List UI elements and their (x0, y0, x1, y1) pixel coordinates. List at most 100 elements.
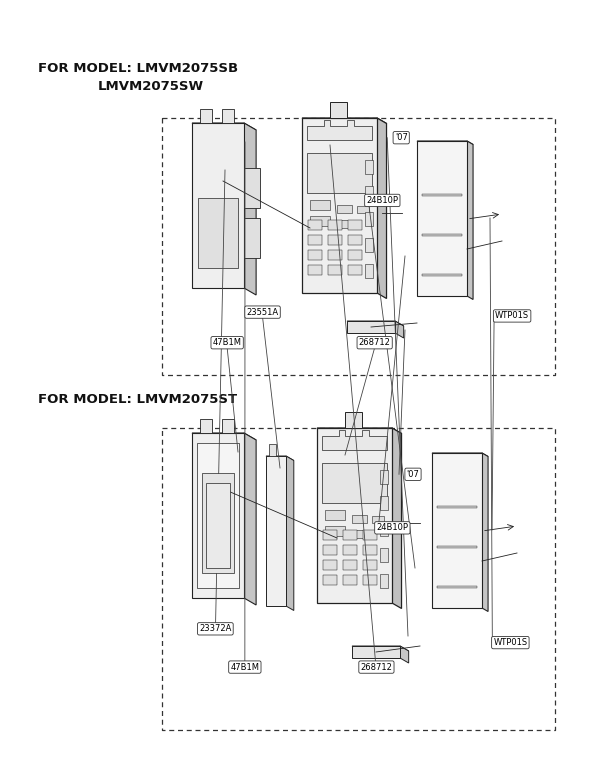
Polygon shape (323, 560, 337, 570)
Polygon shape (310, 216, 330, 226)
Polygon shape (365, 160, 373, 174)
Polygon shape (197, 443, 239, 588)
Text: FOR MODEL: LMVM2075ST: FOR MODEL: LMVM2075ST (38, 393, 237, 406)
Polygon shape (323, 545, 337, 555)
Polygon shape (380, 522, 388, 536)
Polygon shape (400, 646, 409, 663)
Polygon shape (417, 141, 473, 145)
Text: '07: '07 (395, 133, 408, 142)
Text: 47B1M: 47B1M (230, 662, 260, 672)
Polygon shape (352, 530, 367, 538)
Polygon shape (286, 456, 294, 610)
Text: 24B10P: 24B10P (366, 196, 398, 205)
Polygon shape (432, 453, 488, 457)
Polygon shape (348, 265, 362, 275)
Polygon shape (348, 220, 362, 230)
Polygon shape (363, 560, 377, 570)
Polygon shape (269, 444, 276, 456)
Polygon shape (308, 250, 322, 260)
Polygon shape (380, 470, 388, 484)
Polygon shape (244, 168, 260, 208)
Polygon shape (310, 200, 330, 210)
Polygon shape (345, 412, 362, 428)
Polygon shape (395, 321, 404, 338)
Text: FOR MODEL: LMVM2075SB: FOR MODEL: LMVM2075SB (38, 62, 238, 75)
Polygon shape (192, 433, 256, 440)
Polygon shape (467, 141, 473, 300)
Polygon shape (202, 473, 234, 573)
Polygon shape (365, 238, 373, 252)
Polygon shape (363, 575, 377, 585)
Polygon shape (328, 220, 342, 230)
Polygon shape (337, 205, 352, 213)
Polygon shape (348, 235, 362, 245)
Polygon shape (317, 428, 392, 603)
Polygon shape (192, 433, 244, 598)
Polygon shape (328, 265, 342, 275)
Polygon shape (198, 198, 238, 268)
Polygon shape (482, 453, 488, 611)
Polygon shape (422, 234, 462, 236)
Polygon shape (437, 586, 477, 588)
Polygon shape (380, 548, 388, 562)
Polygon shape (437, 546, 477, 548)
Polygon shape (343, 530, 357, 540)
Text: '07: '07 (407, 470, 419, 479)
Polygon shape (347, 321, 395, 333)
Polygon shape (244, 433, 256, 605)
Polygon shape (432, 453, 482, 608)
Polygon shape (417, 141, 467, 296)
Polygon shape (347, 321, 404, 326)
Polygon shape (325, 526, 345, 536)
Polygon shape (222, 109, 234, 123)
Polygon shape (266, 456, 294, 461)
Polygon shape (266, 456, 286, 606)
Polygon shape (325, 510, 345, 520)
Polygon shape (302, 118, 386, 123)
Polygon shape (222, 419, 234, 433)
Polygon shape (302, 118, 377, 293)
Polygon shape (192, 123, 244, 288)
Polygon shape (244, 123, 256, 295)
Polygon shape (422, 274, 462, 276)
Polygon shape (422, 194, 462, 196)
Polygon shape (343, 545, 357, 555)
Polygon shape (343, 575, 357, 585)
Polygon shape (365, 212, 373, 226)
Polygon shape (352, 515, 367, 523)
Polygon shape (244, 218, 260, 258)
Text: WTP01S: WTP01S (493, 638, 527, 647)
Text: 47B1M: 47B1M (212, 338, 242, 347)
Polygon shape (392, 428, 402, 608)
Polygon shape (322, 463, 387, 503)
Polygon shape (437, 506, 477, 508)
Polygon shape (365, 186, 373, 200)
Polygon shape (192, 123, 256, 130)
Text: WTP01S: WTP01S (495, 311, 529, 321)
Text: 268712: 268712 (360, 662, 392, 672)
Polygon shape (308, 220, 322, 230)
Text: 24B10P: 24B10P (376, 523, 408, 532)
Polygon shape (317, 428, 402, 434)
Polygon shape (328, 250, 342, 260)
Polygon shape (206, 483, 230, 568)
Text: 268712: 268712 (359, 338, 391, 347)
Polygon shape (323, 530, 337, 540)
Polygon shape (330, 102, 347, 118)
Polygon shape (363, 530, 377, 540)
Text: 23551A: 23551A (247, 308, 278, 317)
Polygon shape (200, 109, 212, 123)
Polygon shape (343, 560, 357, 570)
Polygon shape (337, 220, 352, 228)
Text: 23372A: 23372A (199, 624, 231, 633)
Polygon shape (308, 265, 322, 275)
Polygon shape (377, 118, 386, 298)
Polygon shape (365, 264, 373, 278)
Polygon shape (357, 206, 369, 213)
Polygon shape (380, 574, 388, 588)
Polygon shape (323, 575, 337, 585)
Polygon shape (322, 430, 387, 450)
Polygon shape (348, 250, 362, 260)
Polygon shape (307, 120, 372, 140)
Polygon shape (328, 235, 342, 245)
